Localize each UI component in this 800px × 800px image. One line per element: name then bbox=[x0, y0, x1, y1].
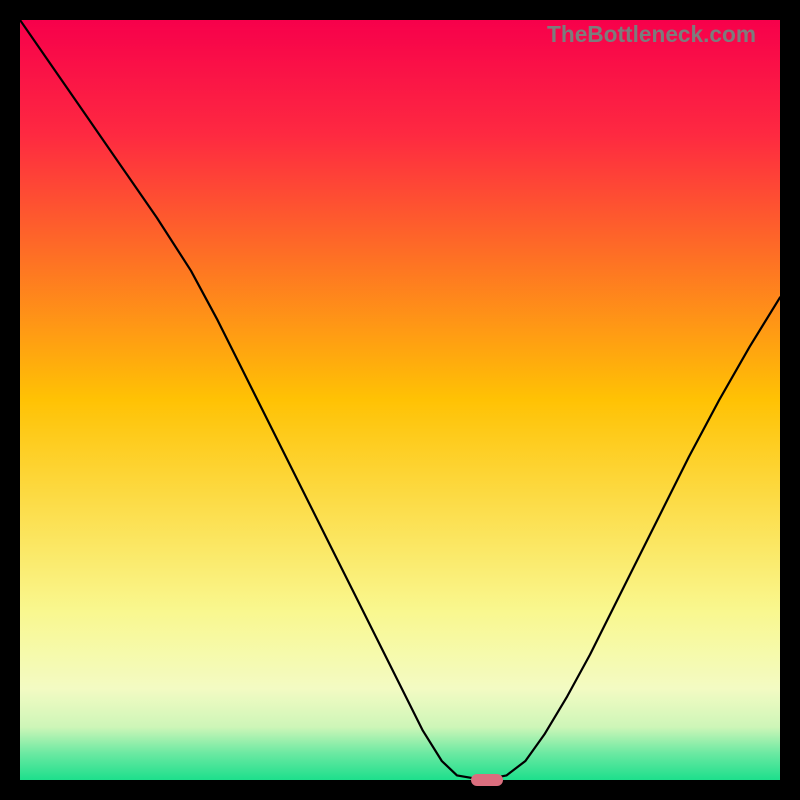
watermark-label: TheBottleneck.com bbox=[547, 21, 756, 48]
plot-area bbox=[20, 20, 780, 780]
bottleneck-curve bbox=[20, 20, 780, 780]
optimal-marker bbox=[471, 774, 503, 786]
chart-frame: TheBottleneck.com bbox=[0, 0, 800, 800]
